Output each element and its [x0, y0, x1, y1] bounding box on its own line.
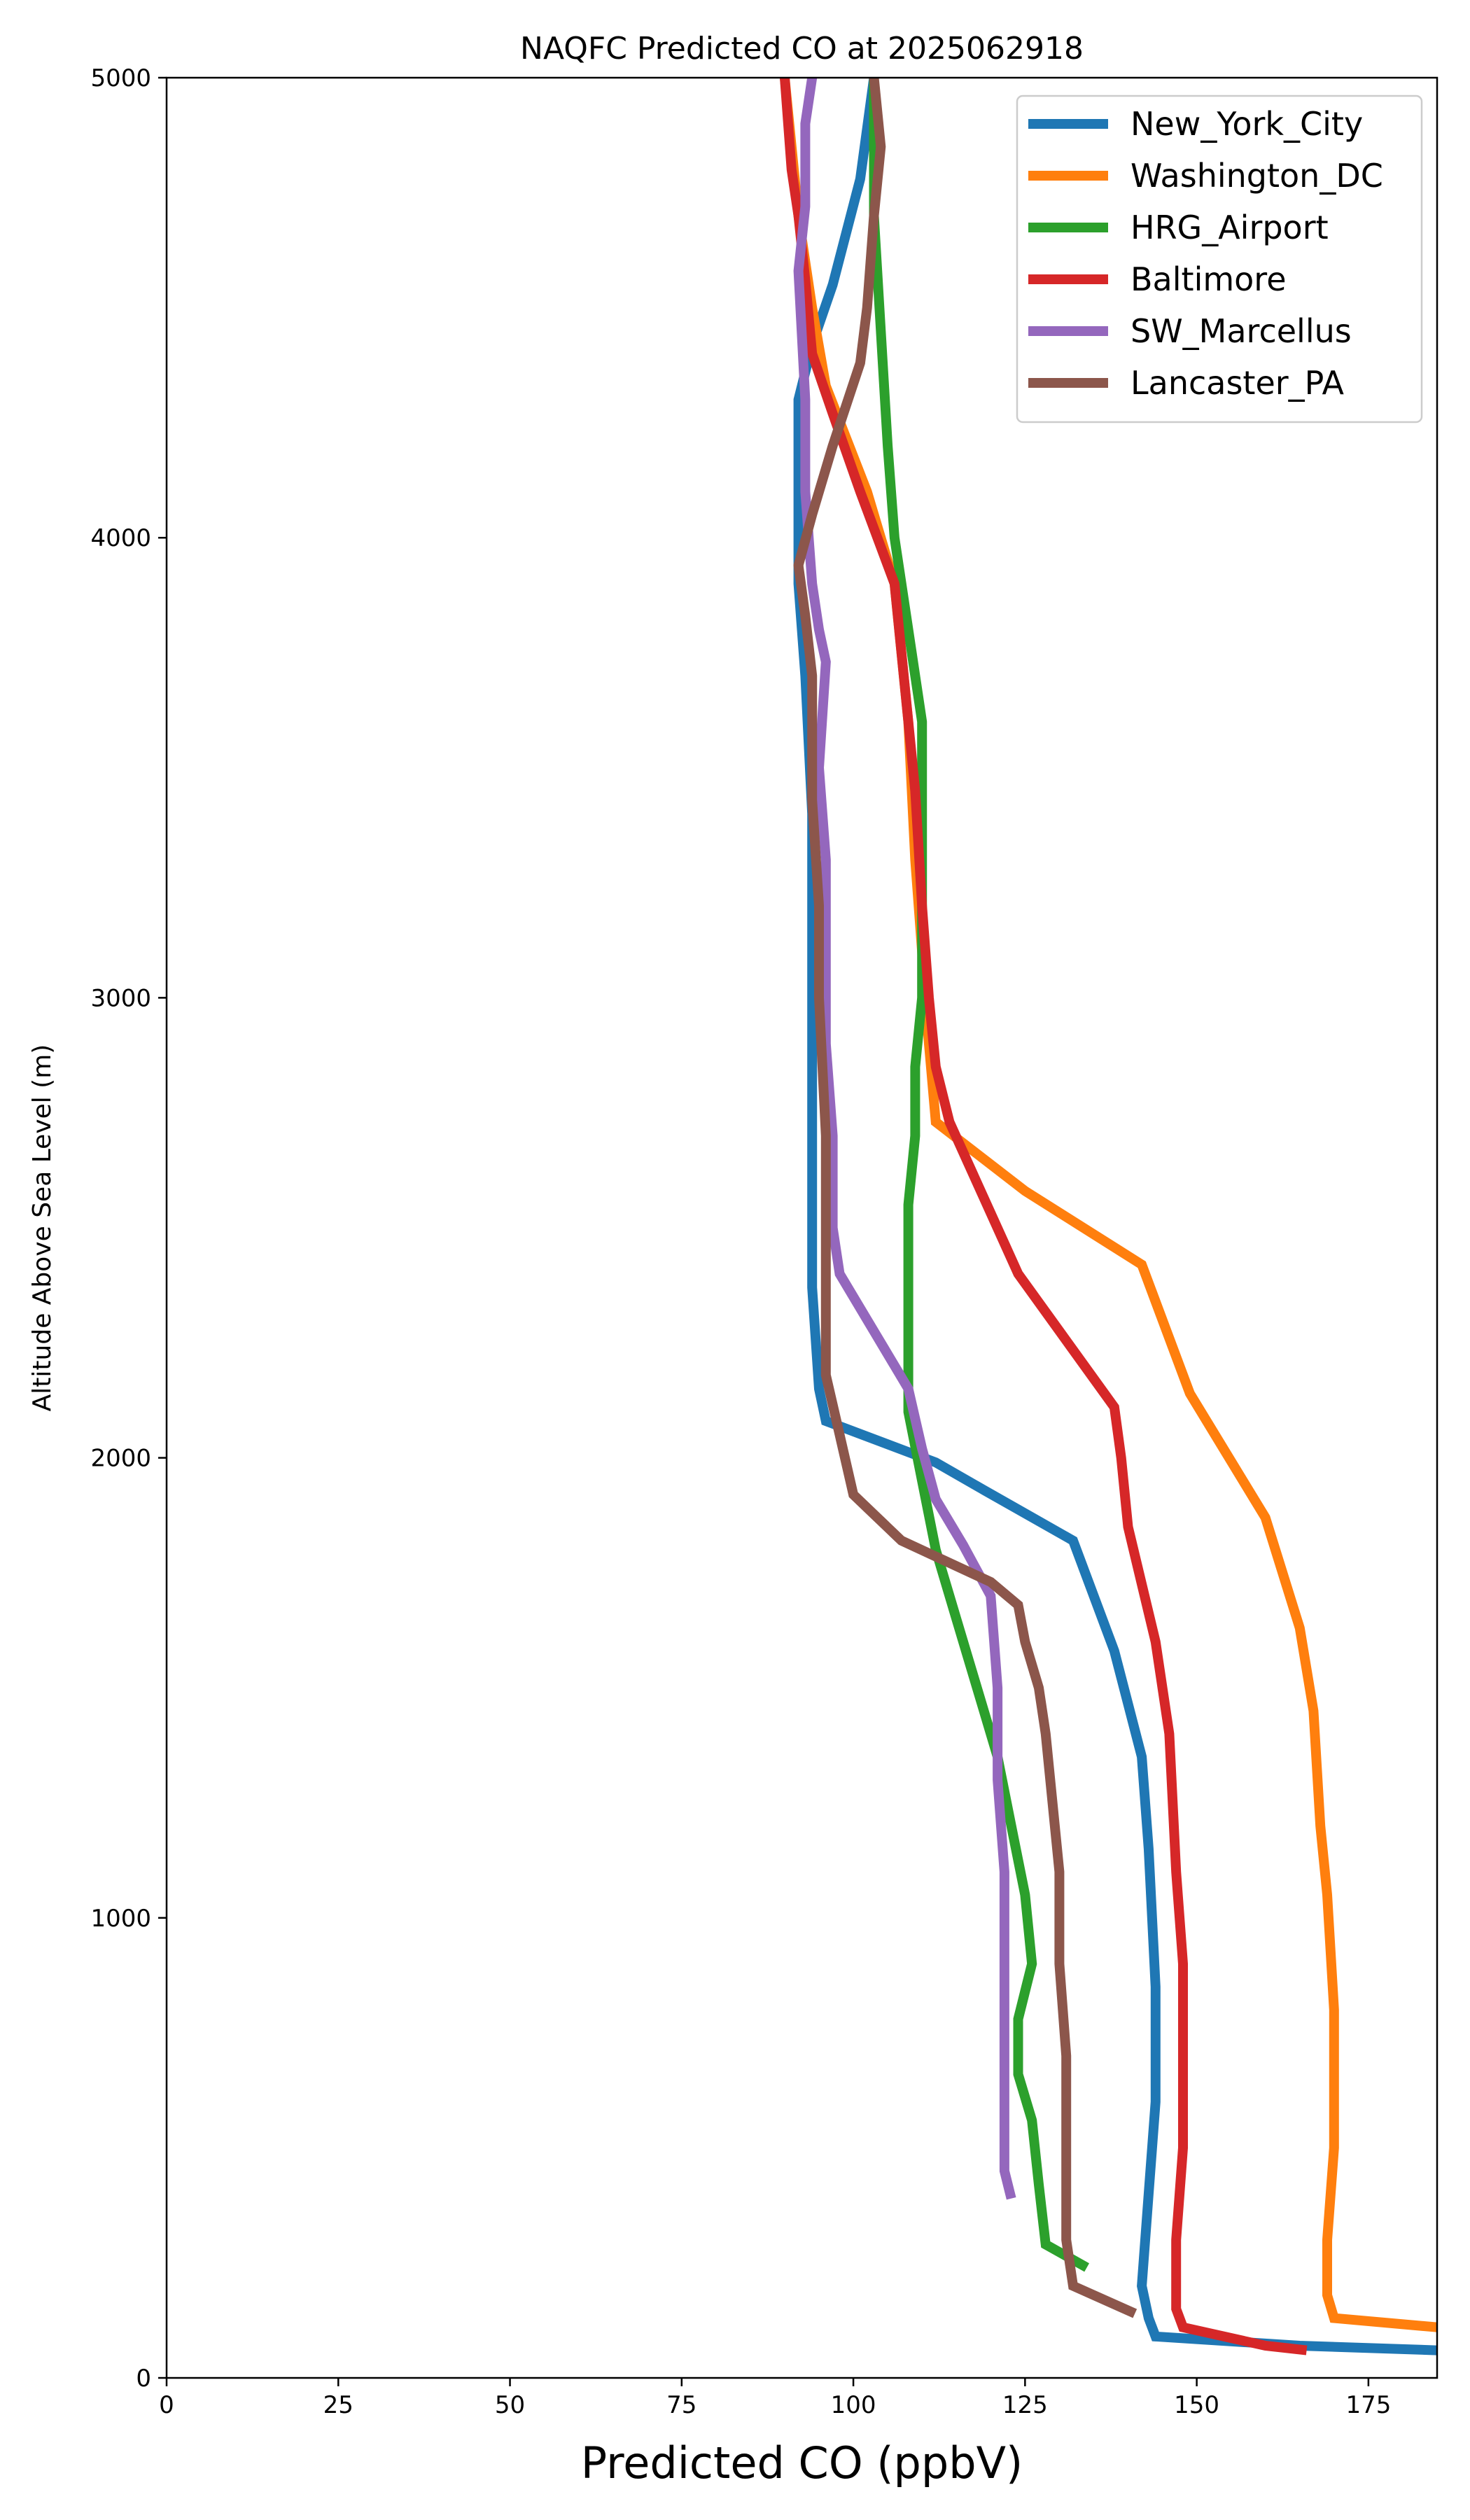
y-axis-label: Altitude Above Sea Level (m): [28, 1044, 57, 1412]
legend-label: Baltimore: [1130, 260, 1287, 298]
y-tick-label: 4000: [90, 524, 151, 552]
series-line-baltimore: [780, 78, 1308, 2356]
series-line-sw-marcellus: [793, 78, 1016, 2200]
x-tick-label: 125: [1002, 2391, 1048, 2419]
legend-box: [1016, 94, 1423, 424]
y-tick-label: 1000: [90, 1905, 151, 1933]
x-tick-label: 75: [666, 2391, 696, 2419]
x-tick-label: 100: [831, 2391, 876, 2419]
legend-label: SW_Marcellus: [1130, 312, 1352, 350]
x-tick-label: 150: [1174, 2391, 1219, 2419]
x-tick-label: 0: [159, 2391, 174, 2419]
series-line-lancaster-pa: [793, 78, 1138, 2318]
y-tick-label: 0: [136, 2365, 151, 2393]
plot-frame: [165, 76, 1438, 2379]
x-tick-label: 25: [323, 2391, 354, 2419]
series-line-hrg-airport: [869, 78, 1090, 2272]
legend-label: New_York_City: [1130, 105, 1363, 143]
series-layer: [780, 78, 1437, 2356]
legend-label: Lancaster_PA: [1130, 364, 1344, 402]
legend-label: Washington_DC: [1130, 157, 1383, 195]
y-tick-label: 2000: [90, 1445, 151, 1473]
y-tick-label: 3000: [90, 984, 151, 1012]
x-tick-label: 50: [495, 2391, 525, 2419]
chart-title: NAQFC Predicted CO at 2025062918: [520, 31, 1084, 66]
x-axis-label: Predicted CO (ppbV): [581, 2437, 1023, 2488]
y-axis-ticks: 0 1000 2000 3000 4000 5000: [90, 64, 167, 2393]
legend-label: HRG_Airport: [1130, 209, 1329, 246]
legend: New_York_City Washington_DC HRG_Airport Bal…: [1016, 94, 1423, 424]
x-axis-ticks: 0 25 50 75 100 125 150 175: [159, 2378, 1391, 2419]
series-line-new-york-city: [793, 78, 1437, 2356]
x-tick-label: 175: [1345, 2391, 1391, 2419]
y-tick-label: 5000: [90, 64, 151, 92]
